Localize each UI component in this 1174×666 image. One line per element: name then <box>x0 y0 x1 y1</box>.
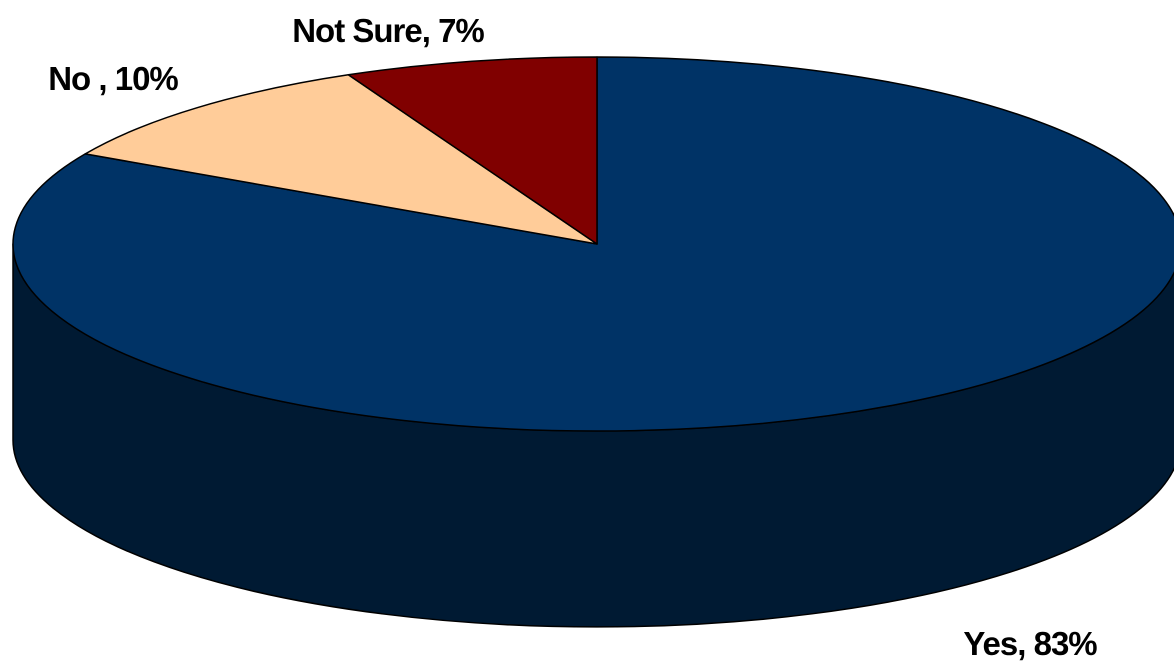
pie-slice-not-sure <box>347 56 598 245</box>
pie-slices <box>12 56 1174 432</box>
data-label-not-sure: Not Sure, 7% <box>292 12 484 49</box>
data-label-no: No , 10% <box>48 60 178 97</box>
pie-slice-no <box>84 74 598 245</box>
data-labels: Yes, 83% No , 10% Not Sure, 7% <box>48 12 1098 662</box>
data-label-yes: Yes, 83% <box>963 625 1097 662</box>
